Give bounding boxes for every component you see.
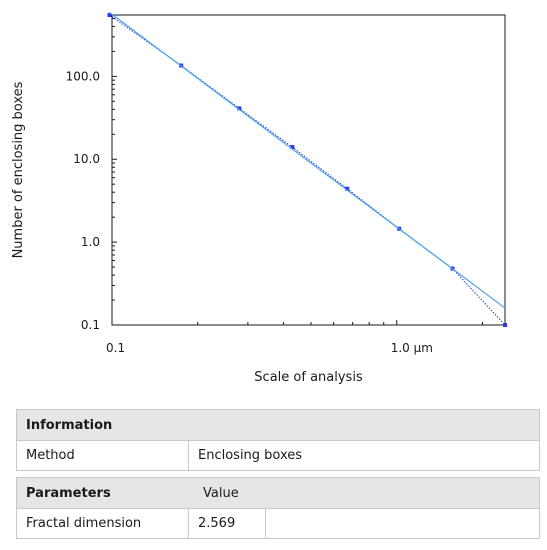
- value-column-header: Value: [203, 485, 239, 501]
- parameters-header: Parameters: [26, 485, 111, 501]
- y-axis-title: Number of enclosing boxes: [11, 81, 26, 258]
- data-point: [237, 106, 242, 111]
- fit-line: [109, 11, 506, 309]
- data-point: [290, 145, 295, 150]
- y-tick-label: 10.0: [73, 152, 100, 166]
- y-tick-label: 1.0: [81, 235, 100, 249]
- parameters-table: Parameters Value Fractal dimension 2.569: [16, 477, 540, 539]
- y-tick-label: 100.0: [66, 69, 100, 83]
- fractal-dimension-label: Fractal dimension: [26, 516, 142, 531]
- x-tick-label: 0.1: [106, 341, 125, 355]
- y-tick-label: 0.1: [81, 318, 100, 332]
- chart-marks: [107, 11, 507, 327]
- fractal-dimension-value: 2.569: [188, 509, 265, 538]
- chart-ticks: 0.1 1.0 µm 0.1 1.0 10.0 100.0: [66, 17, 483, 355]
- method-value: Enclosing boxes: [188, 441, 539, 470]
- parameters-header-row: Parameters Value: [17, 478, 539, 508]
- method-label: Method: [26, 448, 75, 463]
- x-tick-label: 1.0 µm: [391, 341, 433, 355]
- plot-frame: [111, 14, 506, 326]
- data-point: [345, 186, 350, 191]
- chart-svg: 0.1 1.0 µm 0.1 1.0 10.0 100.0 Scale of analys…: [11, 11, 507, 385]
- fractal-chart: 0.1 1.0 µm 0.1 1.0 10.0 100.0 Scale of analys…: [11, 11, 507, 385]
- data-point: [503, 323, 507, 327]
- table-row: Fractal dimension 2.569: [17, 508, 539, 538]
- information-table: Information Method Enclosing boxes: [16, 409, 540, 471]
- x-axis-title: Scale of analysis: [254, 370, 363, 385]
- data-point: [107, 13, 112, 17]
- information-header-row: Information: [17, 410, 539, 440]
- table-row: Method Enclosing boxes: [17, 440, 539, 470]
- empty-cell: [265, 509, 539, 538]
- information-header: Information: [26, 417, 113, 433]
